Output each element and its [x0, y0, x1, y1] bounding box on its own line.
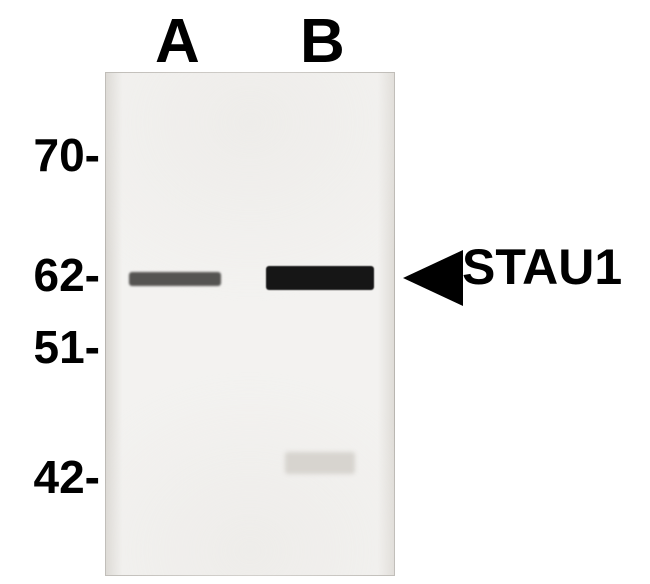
western-blot-membrane	[105, 72, 395, 576]
band-b	[266, 266, 374, 290]
mw-marker-label: 70-	[34, 128, 100, 182]
lane-label-b: B	[300, 6, 345, 77]
band-pointer-arrow-icon	[403, 250, 463, 306]
band-b	[285, 452, 355, 474]
mw-marker-label: 62-	[34, 248, 100, 302]
figure-canvas: A B 70- 62- 51- 42- STAU1	[0, 0, 650, 584]
membrane-noise	[105, 72, 395, 576]
band-a	[129, 272, 221, 286]
mw-marker-label: 51-	[34, 320, 100, 374]
lane-label-a: A	[155, 6, 200, 77]
mw-marker-label: 42-	[34, 450, 100, 504]
target-protein-label: STAU1	[462, 238, 622, 296]
